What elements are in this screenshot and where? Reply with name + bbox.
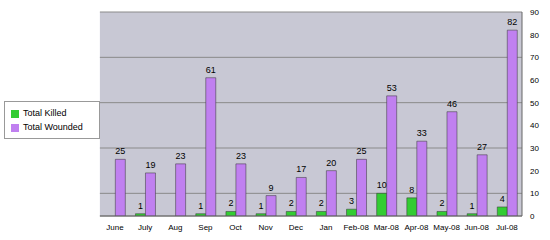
svg-text:40: 40: [530, 121, 539, 130]
svg-text:Jan: Jan: [320, 223, 333, 232]
svg-text:20: 20: [326, 158, 336, 168]
svg-text:82: 82: [507, 17, 517, 27]
svg-text:Apr-08: Apr-08: [404, 223, 429, 232]
svg-text:1: 1: [198, 201, 203, 211]
svg-text:Dec: Dec: [289, 223, 303, 232]
svg-text:1: 1: [138, 201, 143, 211]
svg-text:Jun-08: Jun-08: [465, 223, 490, 232]
svg-text:30: 30: [530, 144, 539, 153]
html-text:Total Killed: Total Killed: [23, 108, 67, 118]
svg-text:10: 10: [377, 180, 387, 190]
svg-text:23: 23: [176, 151, 186, 161]
svg-text:May-08: May-08: [433, 223, 460, 232]
svg-text:4: 4: [500, 194, 505, 204]
svg-text:2: 2: [228, 198, 233, 208]
svg-text:Mar-08: Mar-08: [374, 223, 400, 232]
svg-text:23: 23: [236, 151, 246, 161]
svg-text:2: 2: [439, 198, 444, 208]
svg-text:Jul-08: Jul-08: [496, 223, 518, 232]
svg-text:60: 60: [530, 76, 539, 85]
svg-text:8: 8: [409, 185, 414, 195]
svg-text:June: June: [106, 223, 124, 232]
html-text:Total Wounded: Total Wounded: [23, 122, 83, 132]
svg-text:27: 27: [477, 142, 487, 152]
svg-text:9: 9: [269, 183, 274, 193]
svg-text:17: 17: [296, 164, 306, 174]
svg-text:Oct: Oct: [229, 223, 242, 232]
svg-text:2: 2: [289, 198, 294, 208]
svg-text:25: 25: [357, 146, 367, 156]
svg-text:61: 61: [206, 65, 216, 75]
svg-text:20: 20: [530, 167, 539, 176]
svg-text:0: 0: [530, 212, 535, 221]
svg-text:90: 90: [530, 8, 539, 17]
svg-text:25: 25: [115, 146, 125, 156]
svg-text:46: 46: [447, 99, 457, 109]
svg-text:10: 10: [530, 189, 539, 198]
svg-text:Aug: Aug: [168, 223, 182, 232]
svg-text:Feb-08: Feb-08: [343, 223, 369, 232]
svg-text:2: 2: [319, 198, 324, 208]
svg-text:Sep: Sep: [198, 223, 213, 232]
svg-text:50: 50: [530, 99, 539, 108]
svg-text:3: 3: [349, 196, 354, 206]
svg-text:53: 53: [387, 83, 397, 93]
svg-text:70: 70: [530, 53, 539, 62]
svg-text:80: 80: [530, 31, 539, 40]
svg-text:33: 33: [417, 128, 427, 138]
svg-text:1: 1: [470, 201, 475, 211]
svg-text:Nov: Nov: [259, 223, 273, 232]
svg-text:July: July: [138, 223, 152, 232]
svg-text:1: 1: [259, 201, 264, 211]
svg-text:19: 19: [145, 160, 155, 170]
